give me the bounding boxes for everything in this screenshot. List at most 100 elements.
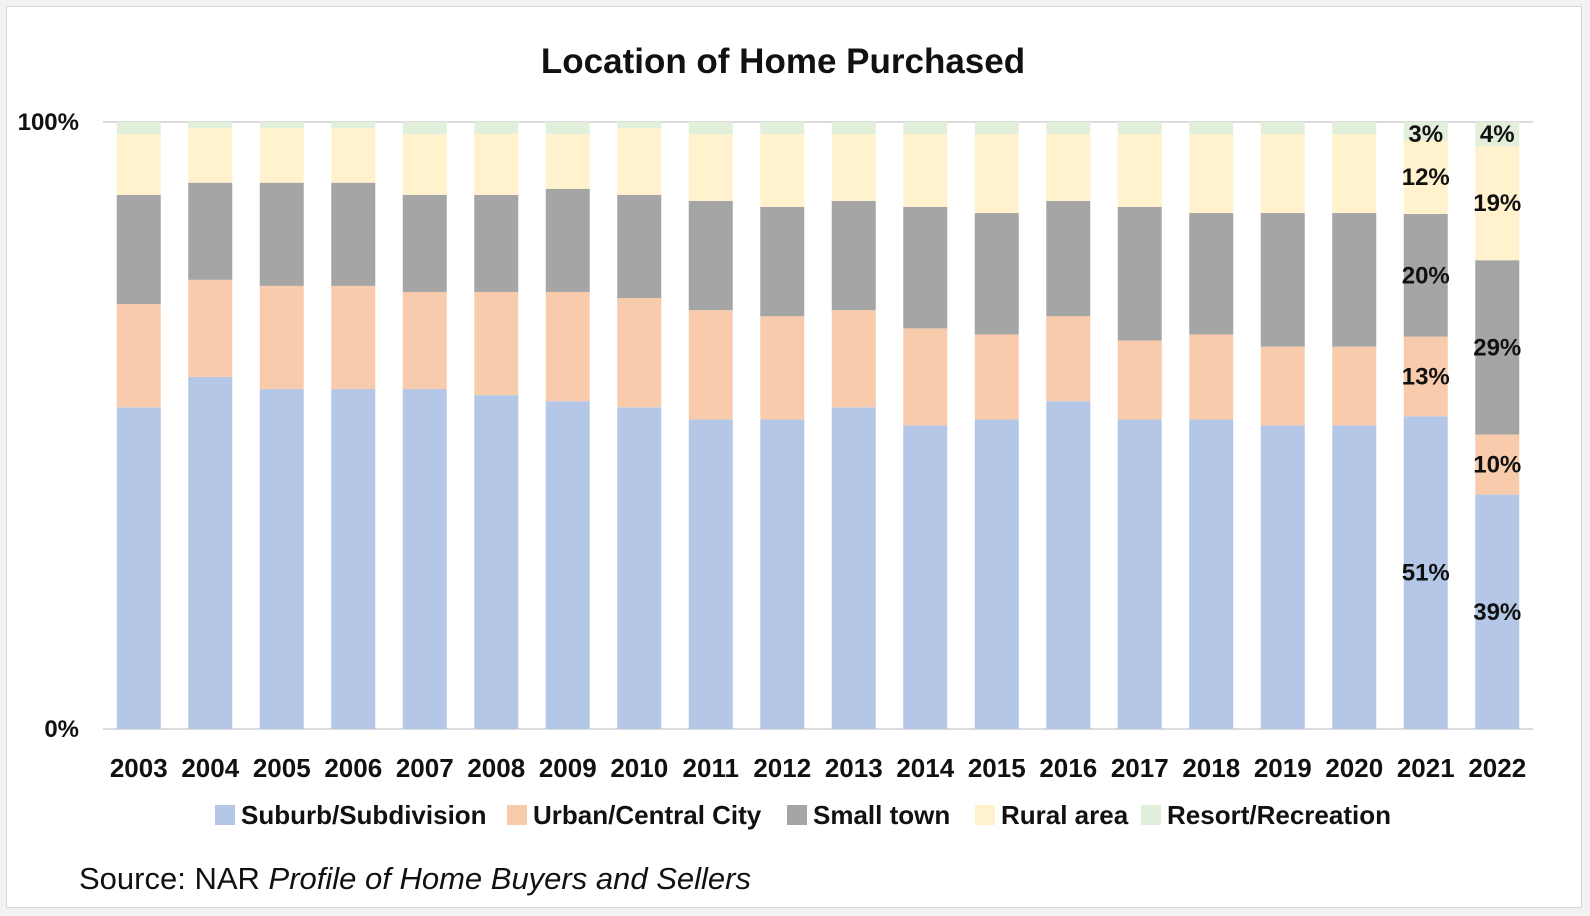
bar-2006-small-town bbox=[331, 182, 376, 286]
bar-area bbox=[116, 122, 1520, 729]
bar-2010-urban-central-city bbox=[617, 298, 662, 408]
legend-swatch-resort-recreation bbox=[1141, 805, 1161, 825]
bar-2016-suburb-subdivision bbox=[1046, 401, 1091, 729]
y-tick-label-0: 0% bbox=[44, 716, 79, 743]
bar-2013-rural-area bbox=[831, 134, 876, 201]
source-prefix: Source: NAR bbox=[79, 861, 269, 896]
x-tick-label-2010: 2010 bbox=[610, 753, 668, 783]
bar-2021-resort-recreation bbox=[1403, 122, 1448, 141]
x-tick-label-2008: 2008 bbox=[467, 753, 525, 783]
data-label-2021-rural-area: 12% bbox=[1402, 164, 1450, 191]
bar-2017-small-town bbox=[1117, 206, 1162, 341]
bar-2003-urban-central-city bbox=[116, 304, 161, 408]
bar-2015-small-town bbox=[974, 213, 1019, 335]
legend-label-suburb-subdivision: Suburb/Subdivision bbox=[241, 800, 487, 830]
bar-2008-urban-central-city bbox=[474, 291, 519, 396]
bar-2003-suburb-subdivision bbox=[116, 407, 161, 729]
bar-2018-resort-recreation bbox=[1189, 122, 1234, 135]
legend-swatch-rural-area bbox=[975, 805, 995, 825]
bar-2018-urban-central-city bbox=[1189, 334, 1234, 420]
x-tick-label-2018: 2018 bbox=[1182, 753, 1240, 783]
bar-2015-resort-recreation bbox=[974, 122, 1019, 135]
bar-2014-suburb-subdivision bbox=[903, 425, 948, 729]
bar-2011-resort-recreation bbox=[688, 122, 733, 135]
bar-2011-suburb-subdivision bbox=[688, 419, 733, 729]
x-tick-label-2007: 2007 bbox=[396, 753, 454, 783]
bar-2013-small-town bbox=[831, 200, 876, 311]
bar-2007-urban-central-city bbox=[402, 291, 447, 390]
bar-2021-suburb-subdivision bbox=[1403, 416, 1448, 729]
chart-canvas: Location of Home Purchased 0% 100% 2003 20… bbox=[18, 42, 1533, 830]
data-label-2022-urban-central-city: 10% bbox=[1473, 452, 1521, 479]
x-tick-label-2017: 2017 bbox=[1111, 753, 1169, 783]
bar-2019-rural-area bbox=[1260, 134, 1305, 214]
bar-2015-rural-area bbox=[974, 134, 1019, 214]
bar-2006-suburb-subdivision bbox=[331, 389, 376, 729]
source-note: Source: NAR Profile of Home Buyers and S… bbox=[79, 861, 751, 897]
data-label-2021-small-town: 20% bbox=[1402, 262, 1450, 289]
bar-2009-small-town bbox=[545, 188, 590, 292]
bar-2005-resort-recreation bbox=[259, 122, 304, 129]
bar-2008-small-town bbox=[474, 194, 519, 292]
bar-2022-small-town bbox=[1475, 260, 1520, 435]
legend-label-rural-area: Rural area bbox=[1001, 800, 1129, 830]
x-tick-label-2003: 2003 bbox=[110, 753, 168, 783]
bar-2019-suburb-subdivision bbox=[1260, 425, 1305, 729]
bar-2010-rural-area bbox=[617, 128, 662, 195]
bar-2006-rural-area bbox=[331, 128, 376, 183]
bar-2013-suburb-subdivision bbox=[831, 407, 876, 729]
bar-2016-rural-area bbox=[1046, 134, 1091, 201]
bar-2004-small-town bbox=[188, 182, 233, 280]
bar-2018-suburb-subdivision bbox=[1189, 419, 1234, 729]
data-label-2021-suburb-subdivision: 51% bbox=[1402, 560, 1450, 587]
bar-2022-rural-area bbox=[1475, 146, 1520, 261]
bar-2021-small-town bbox=[1403, 213, 1448, 337]
bar-2016-resort-recreation bbox=[1046, 122, 1091, 135]
x-tick-label-2021: 2021 bbox=[1397, 753, 1455, 783]
bar-2019-resort-recreation bbox=[1260, 122, 1305, 135]
x-tick-label-2016: 2016 bbox=[1039, 753, 1097, 783]
bar-2018-rural-area bbox=[1189, 134, 1234, 214]
bar-2012-resort-recreation bbox=[760, 122, 805, 135]
bar-2020-rural-area bbox=[1332, 134, 1377, 214]
bar-2009-urban-central-city bbox=[545, 291, 590, 402]
x-tick-label-2019: 2019 bbox=[1254, 753, 1312, 783]
bar-2021-urban-central-city bbox=[1403, 336, 1448, 417]
x-tick-label-2005: 2005 bbox=[253, 753, 311, 783]
legend-swatch-suburb-subdivision bbox=[215, 805, 235, 825]
bar-2006-urban-central-city bbox=[331, 285, 376, 390]
x-tick-label-2014: 2014 bbox=[896, 753, 954, 783]
x-tick-label-2011: 2011 bbox=[683, 753, 739, 783]
data-label-2022-suburb-subdivision: 39% bbox=[1473, 599, 1521, 626]
legend-label-urban-central-city: Urban/Central City bbox=[533, 800, 762, 830]
chart-frame: Location of Home Purchased 0% 100% 2003 20… bbox=[6, 6, 1582, 908]
bar-2017-resort-recreation bbox=[1117, 122, 1162, 135]
x-tick-label-2020: 2020 bbox=[1325, 753, 1383, 783]
legend-swatch-urban-central-city bbox=[507, 805, 527, 825]
chart-title: Location of Home Purchased bbox=[541, 42, 1025, 81]
bar-2017-urban-central-city bbox=[1117, 340, 1162, 420]
bar-2015-suburb-subdivision bbox=[974, 419, 1019, 729]
bar-2008-resort-recreation bbox=[474, 122, 519, 135]
x-tick-label-2015: 2015 bbox=[968, 753, 1026, 783]
y-tick-label-100: 100% bbox=[18, 109, 79, 136]
bar-2007-small-town bbox=[402, 194, 447, 292]
bar-2010-resort-recreation bbox=[617, 122, 662, 129]
data-label-2022-rural-area: 19% bbox=[1473, 190, 1521, 217]
bar-2014-rural-area bbox=[903, 134, 948, 207]
x-tick-label-2012: 2012 bbox=[753, 753, 811, 783]
bar-2004-rural-area bbox=[188, 128, 233, 183]
bar-2003-small-town bbox=[116, 194, 161, 305]
bar-2013-urban-central-city bbox=[831, 310, 876, 408]
bar-2007-resort-recreation bbox=[402, 122, 447, 135]
bar-2009-suburb-subdivision bbox=[545, 401, 590, 729]
bar-2009-rural-area bbox=[545, 134, 590, 189]
bar-2010-suburb-subdivision bbox=[617, 407, 662, 729]
bar-2018-small-town bbox=[1189, 213, 1234, 335]
bar-2012-rural-area bbox=[760, 134, 805, 207]
bar-2019-small-town bbox=[1260, 213, 1305, 347]
bar-2004-resort-recreation bbox=[188, 122, 233, 129]
bar-2020-resort-recreation bbox=[1332, 122, 1377, 135]
bar-2017-rural-area bbox=[1117, 134, 1162, 207]
bar-2012-urban-central-city bbox=[760, 316, 805, 420]
